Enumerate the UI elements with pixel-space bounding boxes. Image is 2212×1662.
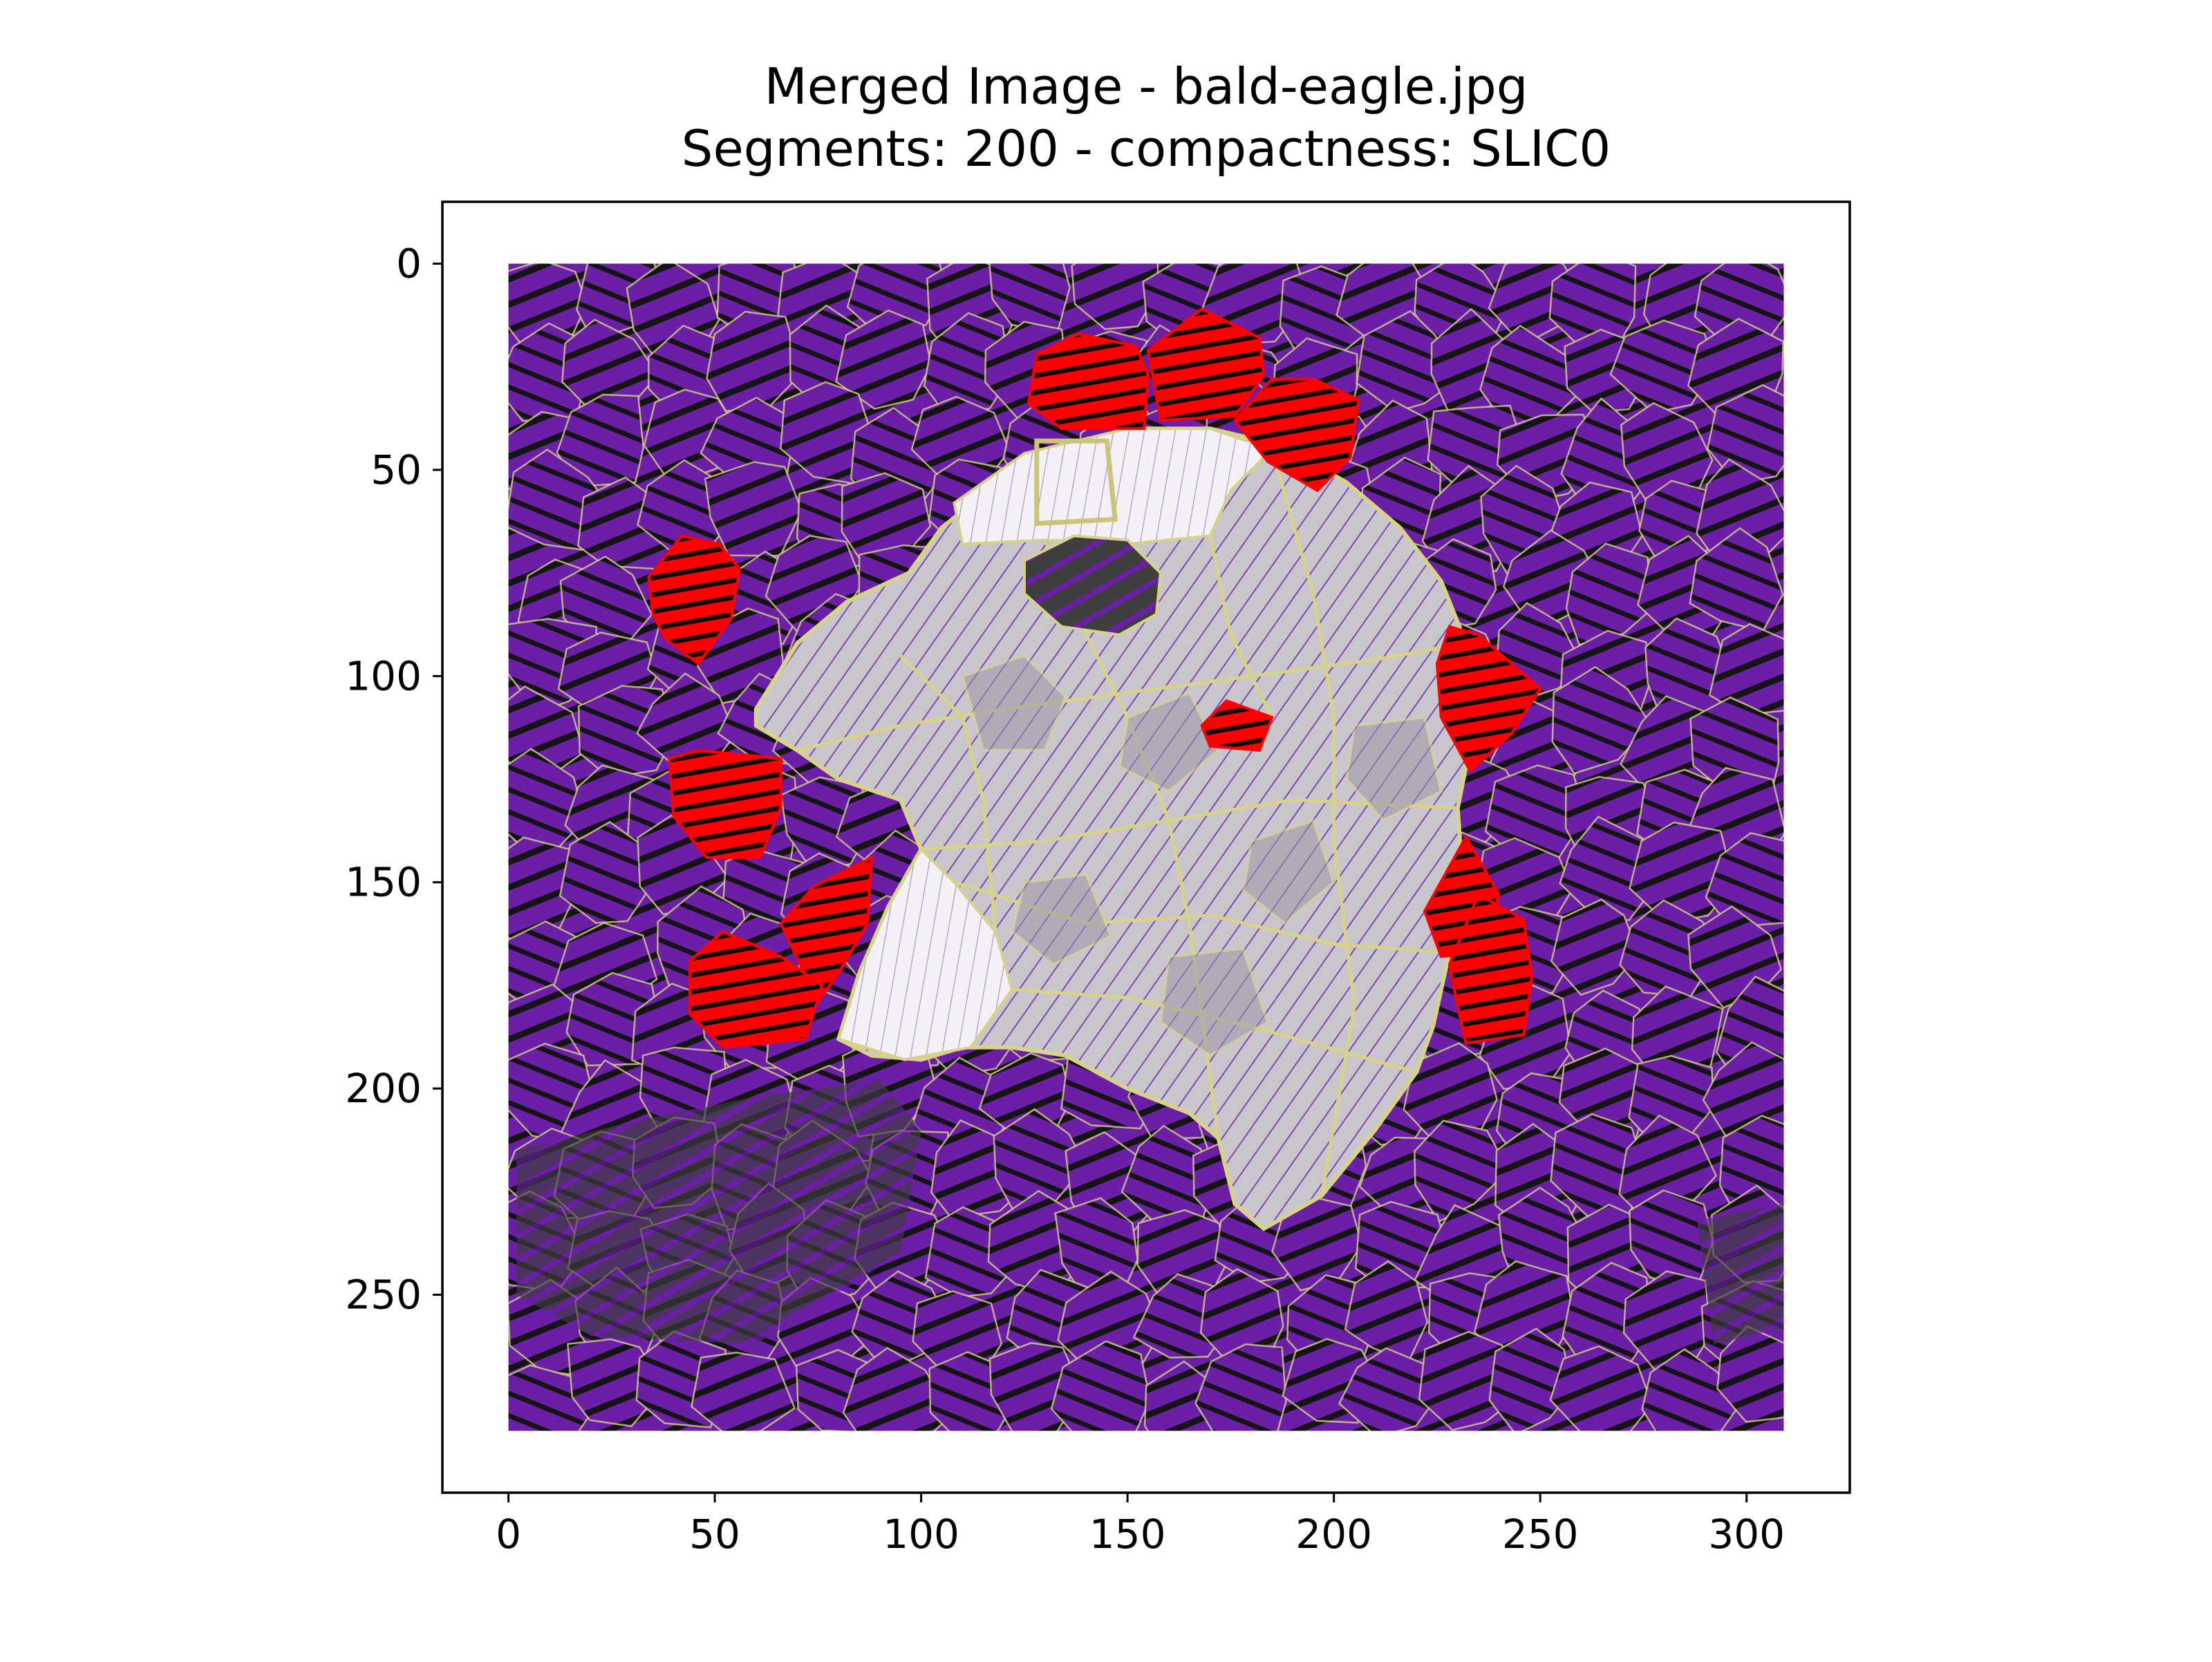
segment-cell: [1551, 665, 1651, 775]
red-highlight-segment: [688, 929, 824, 1049]
x-tick-label: 300: [1708, 1511, 1785, 1558]
segment-cell: [780, 381, 876, 484]
segment-cell: [1071, 263, 1159, 330]
x-tick-label: 200: [1295, 1511, 1372, 1558]
red-highlight-segment: [647, 534, 742, 666]
eagle-shaded-segment: [960, 654, 1067, 752]
y-axis: 0 50 100 150 200 250: [345, 240, 442, 1319]
segment-cell: [1609, 319, 1716, 414]
red-highlight-segment: [1027, 332, 1150, 431]
eagle-white-patch: [836, 847, 1014, 1061]
segment-cell: [1414, 1120, 1510, 1223]
segment-cell: [691, 1351, 796, 1431]
dark-ground-patch: [516, 1080, 921, 1345]
x-tick-label: 150: [1089, 1511, 1166, 1558]
red-highlight-segment: [1200, 699, 1274, 752]
x-axis: 0 50 100 150 200 250 300: [496, 1493, 1785, 1558]
segment-cell: [508, 1364, 590, 1431]
dark-ground-patch: [1697, 1204, 1784, 1345]
segment-cell: [1194, 1343, 1287, 1431]
y-tick-label: 250: [345, 1272, 422, 1319]
segment-cell: [1338, 1347, 1436, 1431]
segment-cell: [1050, 1340, 1152, 1431]
red-highlight-segment: [1447, 892, 1534, 1045]
red-highlight-segment: [1146, 307, 1266, 422]
segment-cell: [1708, 623, 1784, 716]
eagle-segment-line: [899, 654, 997, 932]
segment-cell: [835, 309, 932, 410]
eagle-shaded-segment: [1117, 690, 1220, 793]
x-tick-label: 100: [883, 1511, 959, 1558]
segment-cell: [1705, 832, 1784, 929]
eagle-shaded-segment: [1010, 872, 1113, 967]
image-area: [508, 263, 1784, 1431]
segment-cell: [1356, 310, 1457, 413]
y-tick-label: 100: [345, 652, 422, 699]
segment-cell: [842, 1347, 953, 1431]
axes-frame: [441, 200, 1851, 1494]
segment-cell: [1550, 898, 1640, 997]
y-tick-label: 200: [345, 1065, 422, 1112]
x-tick-label: 250: [1502, 1511, 1579, 1558]
title-line-2: Segments: 200 - compactness: SLIC0: [682, 120, 1611, 178]
red-highlight-segment: [1232, 377, 1360, 493]
eagle-segment-line: [1208, 535, 1274, 719]
eagle-segment-line: [796, 641, 1467, 753]
red-highlight-segment: [668, 748, 782, 859]
eagle-eye-patch: [1022, 534, 1162, 636]
x-tick-label: 0: [496, 1511, 521, 1558]
y-tick-label: 150: [345, 859, 422, 906]
eagle-shaded-segment: [1344, 715, 1443, 822]
segment-cell: [1549, 1345, 1653, 1431]
segment-cell: [1488, 1328, 1573, 1431]
highlighted-segment-box: [1034, 438, 1118, 527]
y-tick-label: 50: [371, 446, 422, 493]
segment-cell: [1716, 1325, 1784, 1423]
segment-cell: [1706, 384, 1784, 485]
x-tick-label: 50: [689, 1511, 740, 1558]
segment-cell: [1641, 1348, 1743, 1431]
title-line-1: Merged Image - bald-eagle.jpg: [765, 57, 1528, 115]
eagle-shaded-segment: [1159, 947, 1270, 1057]
red-highlight-segment: [1435, 625, 1542, 773]
y-tick-label: 0: [396, 240, 422, 287]
eagle-segment-line: [1270, 448, 1357, 1196]
eagle-shaded-segment: [1241, 818, 1336, 925]
